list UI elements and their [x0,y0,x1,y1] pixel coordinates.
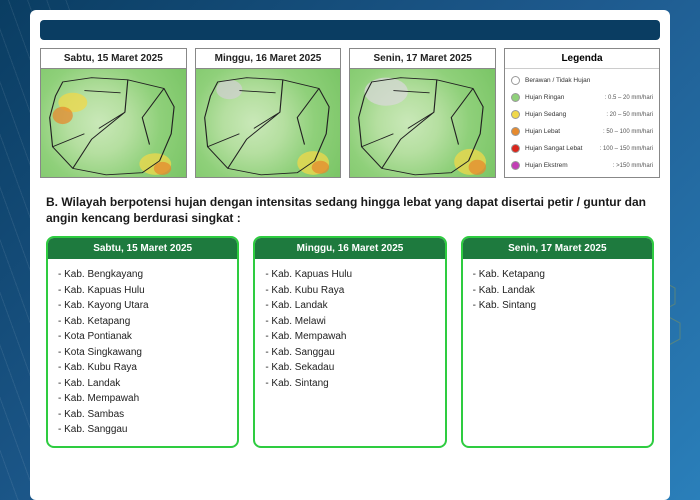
legend-label: Hujan Ekstrem [525,162,608,169]
legend-label: Berawan / Tidak Hujan [525,77,648,84]
legend-label: Hujan Sedang [525,111,601,118]
list-item: - Kab. Kubu Raya [265,283,434,299]
legend-range: : 0.5 – 20 mm/hari [605,95,653,101]
list-item: - Kab. Landak [265,298,434,314]
map-header: Senin, 17 Maret 2025 [349,48,496,68]
list-item: - Kab. Landak [473,283,642,299]
map-header: Minggu, 16 Maret 2025 [195,48,342,68]
list-item: - Kab. Sintang [473,298,642,314]
list-item: - Kab. Kapuas Hulu [58,283,227,299]
legend-label: Hujan Sangat Lebat [525,145,595,152]
day-column: Senin, 17 Maret 2025 - Kab. Ketapang- Ka… [461,236,654,448]
list-item: - Kab. Sekadau [265,360,434,376]
legend-item: Hujan Sangat Lebat : 100 – 150 mm/hari [511,144,653,153]
legend-item: Hujan Lebat : 50 – 100 mm/hari [511,127,653,136]
list-item: - Kab. Sanggau [58,422,227,438]
legend-range: : 20 – 50 mm/hari [606,112,653,118]
list-item: - Kab. Kapuas Hulu [265,267,434,283]
list-item: - Kab. Melawi [265,314,434,330]
map-body [195,68,342,178]
legend-item: Berawan / Tidak Hujan [511,76,653,85]
day-column: Minggu, 16 Maret 2025 - Kab. Kapuas Hulu… [253,236,446,448]
map-card: Sabtu, 15 Maret 2025 [40,48,187,178]
legend-card: Legenda Berawan / Tidak Hujan Hujan Ringa… [504,48,660,178]
map-card: Minggu, 16 Maret 2025 [195,48,342,178]
legend-range: : 50 – 100 mm/hari [603,129,653,135]
list-item: - Kab. Mempawah [265,329,434,345]
day-body: - Kab. Kapuas Hulu- Kab. Kubu Raya- Kab.… [255,259,444,399]
legend-swatch-icon [511,161,520,170]
list-item: - Kab. Sintang [265,376,434,392]
top-bar [40,20,660,40]
list-item: - Kab. Bengkayang [58,267,227,283]
day-body: - Kab. Ketapang- Kab. Landak- Kab. Sinta… [463,259,652,322]
main-panel: Sabtu, 15 Maret 2025 Minggu, 16 Maret 20… [30,10,670,500]
legend-body: Berawan / Tidak Hujan Hujan Ringan : 0.5 –… [505,69,659,177]
tables-row: Sabtu, 15 Maret 2025 - Kab. Bengkayang- … [40,236,660,448]
legend-range: : >150 mm/hari [613,163,653,169]
list-item: - Kab. Sanggau [265,345,434,361]
list-item: - Kab. Mempawah [58,391,227,407]
legend-swatch-icon [511,93,520,102]
list-item: - Kota Pontianak [58,329,227,345]
maps-row: Sabtu, 15 Maret 2025 Minggu, 16 Maret 20… [40,48,660,178]
list-item: - Kab. Kayong Utara [58,298,227,314]
day-header: Minggu, 16 Maret 2025 [255,238,444,259]
day-body: - Kab. Bengkayang- Kab. Kapuas Hulu- Kab… [48,259,237,446]
legend-range: : 100 – 150 mm/hari [600,146,653,152]
map-card: Senin, 17 Maret 2025 [349,48,496,178]
legend-swatch-icon [511,76,520,85]
list-item: - Kab. Ketapang [58,314,227,330]
list-item: - Kab. Ketapang [473,267,642,283]
list-item: - Kab. Sambas [58,407,227,423]
list-item: - Kab. Kubu Raya [58,360,227,376]
map-body [349,68,496,178]
legend-item: Hujan Sedang : 20 – 50 mm/hari [511,110,653,119]
day-header: Senin, 17 Maret 2025 [463,238,652,259]
legend-label: Hujan Ringan [525,94,600,101]
list-item: - Kab. Landak [58,376,227,392]
day-column: Sabtu, 15 Maret 2025 - Kab. Bengkayang- … [46,236,239,448]
legend-label: Hujan Lebat [525,128,598,135]
list-item: - Kota Singkawang [58,345,227,361]
legend-item: Hujan Ekstrem : >150 mm/hari [511,161,653,170]
legend-swatch-icon [511,127,520,136]
map-body [40,68,187,178]
map-header: Sabtu, 15 Maret 2025 [40,48,187,68]
legend-title: Legenda [505,49,659,69]
legend-swatch-icon [511,144,520,153]
day-header: Sabtu, 15 Maret 2025 [48,238,237,259]
legend-item: Hujan Ringan : 0.5 – 20 mm/hari [511,93,653,102]
legend-swatch-icon [511,110,520,119]
section-title: B. Wilayah berpotensi hujan dengan inten… [40,188,660,236]
